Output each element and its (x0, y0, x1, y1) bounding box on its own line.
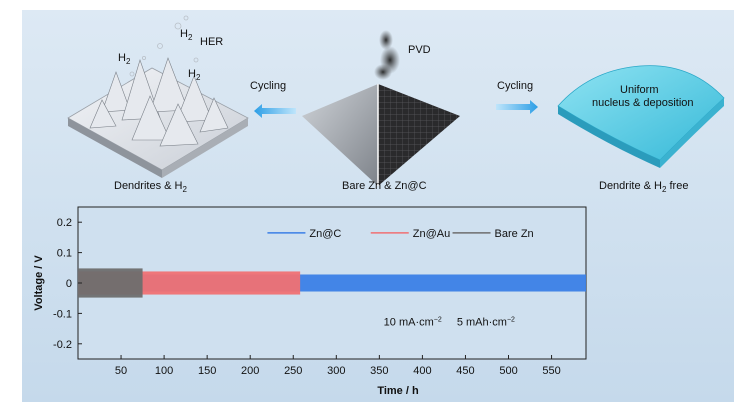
right-cycling-label: Cycling (497, 80, 534, 92)
legend-label: Bare Zn (495, 228, 534, 240)
y-tick-label: -0.1 (53, 308, 72, 320)
legend-item: Zn@C (267, 228, 341, 240)
uniform-text-line2: nucleus & deposition (592, 97, 694, 109)
legend-item: Bare Zn (452, 228, 534, 240)
h2-label-c: H2 (188, 68, 201, 83)
x-tick-label: 50 (115, 365, 127, 377)
h2-label-a: H2 (118, 52, 131, 67)
legend-item: Zn@Au (370, 228, 450, 240)
left-cycling-label: Cycling (250, 80, 287, 92)
x-tick-label: 300 (327, 365, 345, 377)
legend-label: Zn@Au (413, 228, 450, 240)
y-tick-label: 0.2 (57, 217, 72, 229)
y-tick-label: -0.2 (53, 339, 72, 351)
condition-annotation: 10 mA·cm−2 (384, 317, 442, 329)
left-caption: Dendrites & H2 (114, 180, 187, 195)
x-tick-label: 200 (241, 365, 259, 377)
h2-label-b: H2 (180, 28, 193, 43)
pvd-label: PVD (408, 44, 431, 56)
x-tick-label: 550 (542, 365, 560, 377)
uniform-text-line1: Uniform (620, 84, 659, 96)
left-cycling-arrow (254, 104, 296, 118)
dendrite-tile (67, 15, 249, 178)
x-tick-label: 250 (284, 365, 302, 377)
x-tick-label: 400 (413, 365, 431, 377)
uniform-deposition-tile (557, 65, 725, 168)
x-tick-label: 450 (456, 365, 474, 377)
y-tick-label: 0 (66, 278, 72, 290)
series-band (78, 268, 143, 298)
x-tick-label: 500 (499, 365, 517, 377)
x-axis-label: Time / h (377, 385, 419, 397)
right-cycling-arrow (496, 100, 538, 114)
x-tick-label: 350 (370, 365, 388, 377)
series-bare-zn (78, 268, 143, 298)
center-caption: Bare Zn & Zn@C (342, 180, 427, 192)
bare-zn-tile (302, 30, 460, 186)
x-tick-label: 150 (198, 365, 216, 377)
y-tick-label: 0.1 (57, 248, 72, 260)
her-label: HER (200, 36, 224, 48)
y-axis-label: Voltage / V (33, 255, 45, 311)
right-caption: Dendrite & H2 free (599, 180, 689, 195)
condition-annotation: 5 mAh·cm−2 (457, 317, 515, 329)
legend-label: Zn@C (309, 228, 341, 240)
x-tick-label: 100 (155, 365, 173, 377)
